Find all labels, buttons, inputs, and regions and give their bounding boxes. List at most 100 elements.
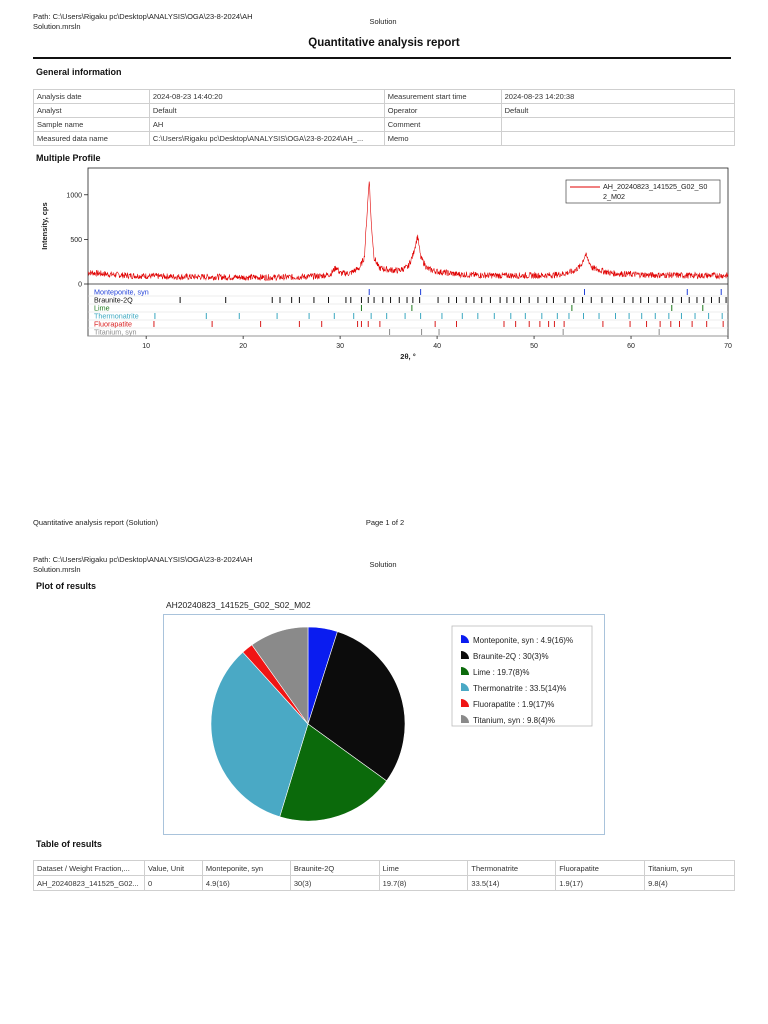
- info-label: Memo: [383, 131, 502, 146]
- pie-legend-label: Lime : 19.7(8)%: [473, 668, 529, 677]
- page-title: Quantitative analysis report: [308, 37, 460, 49]
- pie-legend-swatch: [461, 715, 469, 723]
- info-value: AH: [148, 117, 385, 132]
- info-value: [500, 131, 736, 146]
- table-row: Analyst Default Operator Default: [33, 103, 736, 118]
- table-of-results-heading: Table of results: [36, 839, 102, 849]
- general-info-heading: General information: [36, 67, 122, 77]
- info-value: 2024-08-23 14:40:20: [148, 89, 385, 104]
- file-path: Path: C:\Users\Rigaku pc\Desktop\ANALYSI…: [33, 12, 273, 32]
- column-header: Thermonatrite: [467, 860, 557, 876]
- table-header-row: Dataset / Weight Fraction,... Value, Uni…: [33, 860, 735, 876]
- table-cell: 1.9(17): [555, 875, 646, 891]
- pie-legend-label: Monteponite, syn : 4.9(16)%: [473, 636, 573, 645]
- legend-box: [565, 179, 721, 204]
- file-path-line-1: Path: C:\Users\Rigaku pc\Desktop\ANALYSI…: [33, 555, 253, 564]
- table-row: Measured data name C:\Users\Rigaku pc\De…: [33, 131, 736, 146]
- general-info-table: Analysis date 2024-08-23 14:40:20 Measur…: [33, 89, 736, 146]
- phase-label: Fluorapatite: [94, 320, 132, 329]
- file-path-page-2: Path: C:\Users\Rigaku pc\Desktop\ANALYSI…: [33, 555, 273, 575]
- phase-label: Thermonatrite: [94, 312, 139, 321]
- pie-legend-label: Titanium, syn : 9.8(4)%: [473, 716, 555, 725]
- results-table: Dataset / Weight Fraction,... Value, Uni…: [33, 860, 735, 891]
- file-path-line-2: Solution.mrsln: [33, 22, 81, 31]
- pie-legend-swatch: [461, 651, 469, 659]
- x-tick-label: 40: [433, 343, 441, 350]
- header-center-label: Solution: [369, 560, 397, 569]
- pie-legend-swatch: [461, 635, 469, 643]
- info-value: C:\Users\Rigaku pc\Desktop\ANALYSIS\OGA\…: [148, 131, 385, 146]
- pie-legend-swatch: [461, 667, 469, 675]
- table-cell: 9.8(4): [644, 875, 735, 891]
- info-value: [500, 117, 736, 132]
- info-value: Default: [500, 103, 736, 118]
- pie-slice: [251, 626, 309, 725]
- pie-slice: [307, 631, 406, 782]
- phase-label: Titanium, syn: [94, 328, 136, 337]
- y-axis-label: Intensity, cps: [40, 202, 49, 249]
- info-label: Analysis date: [33, 89, 150, 104]
- pie-legend-swatch: [461, 699, 469, 707]
- column-header: Titanium, syn: [644, 860, 735, 876]
- table-row: Analysis date 2024-08-23 14:40:20 Measur…: [33, 89, 736, 104]
- table-cell: 30(3): [289, 875, 380, 891]
- table-cell: AH_20240823_141525_G02...: [33, 875, 145, 891]
- legend-label-line-2: 2_M02: [603, 192, 625, 201]
- y-tick-label: 1000: [66, 192, 82, 199]
- info-label: Measurement start time: [383, 89, 502, 104]
- column-header: Dataset / Weight Fraction,...: [33, 860, 145, 876]
- phase-label: Monteponite, syn: [94, 288, 149, 297]
- pie-legend-label: Thermonatrite : 33.5(14)%: [473, 684, 566, 693]
- multiple-profile-heading: Multiple Profile: [36, 153, 101, 163]
- pie-chart-title: AH20240823_141525_G02_S02_M02: [166, 600, 311, 610]
- pie-legend-swatch: [461, 683, 469, 691]
- x-tick-label: 50: [530, 343, 538, 350]
- info-label: Sample name: [33, 117, 150, 132]
- pie-slice: [210, 651, 309, 818]
- x-tick-label: 60: [627, 343, 635, 350]
- table-cell: 19.7(8): [378, 875, 469, 891]
- x-tick-label: 30: [336, 343, 344, 350]
- table-cell: 4.9(16): [201, 875, 291, 891]
- profile-series-line: [87, 181, 729, 282]
- column-header: Value, Unit: [143, 860, 203, 876]
- y-tick-label: 0: [78, 282, 82, 289]
- pie-slice: [279, 723, 387, 822]
- file-path-line-1: Path: C:\Users\Rigaku pc\Desktop\ANALYSI…: [33, 12, 253, 21]
- info-label: Comment: [383, 117, 502, 132]
- profile-legend: AH_20240823_141525_G02_S02_M02: [565, 179, 721, 204]
- pie-chart: Monteponite, syn : 4.9(16)% Braunite-2Q :…: [210, 625, 593, 822]
- column-header: Braunite-2Q: [289, 860, 380, 876]
- info-label: Measured data name: [33, 131, 150, 146]
- page1-footer-page-number: Page 1 of 2: [365, 518, 405, 527]
- pie-legend-label: Braunite-2Q : 30(3)%: [473, 652, 549, 661]
- phase-label: Braunite-2Q: [94, 296, 133, 305]
- info-label: Analyst: [33, 103, 150, 118]
- table-row: Sample name AH Comment: [33, 117, 736, 132]
- x-tick-label: 70: [724, 343, 732, 350]
- table-cell: 0: [143, 875, 203, 891]
- x-tick-label: 10: [142, 343, 150, 350]
- pie-legend-box: [451, 625, 593, 727]
- title-rule: [33, 57, 731, 59]
- file-path-line-2: Solution.mrsln: [33, 565, 81, 574]
- header-center-label: Solution: [369, 17, 397, 26]
- plot-of-results-heading: Plot of results: [36, 581, 97, 591]
- column-header: Lime: [378, 860, 469, 876]
- info-value: Default: [148, 103, 385, 118]
- pie-legend-label: Fluorapatite : 1.9(17)%: [473, 700, 554, 709]
- info-label: Operator: [383, 103, 502, 118]
- column-header: Fluorapatite: [555, 860, 646, 876]
- x-axis-label: 2θ, °: [400, 352, 415, 361]
- column-header: Monteponite, syn: [201, 860, 291, 876]
- pie-chart-frame: Monteponite, syn : 4.9(16)% Braunite-2Q :…: [163, 614, 605, 835]
- info-value: 2024-08-23 14:20:38: [500, 89, 736, 104]
- pie-legend: Monteponite, syn : 4.9(16)% Braunite-2Q :…: [451, 625, 593, 727]
- table-row: AH_20240823_141525_G02... 0 4.9(16) 30(3…: [33, 875, 735, 891]
- y-tick-label: 500: [70, 237, 82, 244]
- legend-label-line-1: AH_20240823_141525_G02_S0: [603, 182, 707, 191]
- phase-label: Lime: [94, 304, 110, 313]
- xrd-profile-chart: 0 500 1000 Intensity, cps AH_20240823_141525…: [40, 167, 732, 361]
- page1-footer-left: Quantitative analysis report (Solution): [33, 518, 159, 527]
- table-cell: 33.5(14): [467, 875, 557, 891]
